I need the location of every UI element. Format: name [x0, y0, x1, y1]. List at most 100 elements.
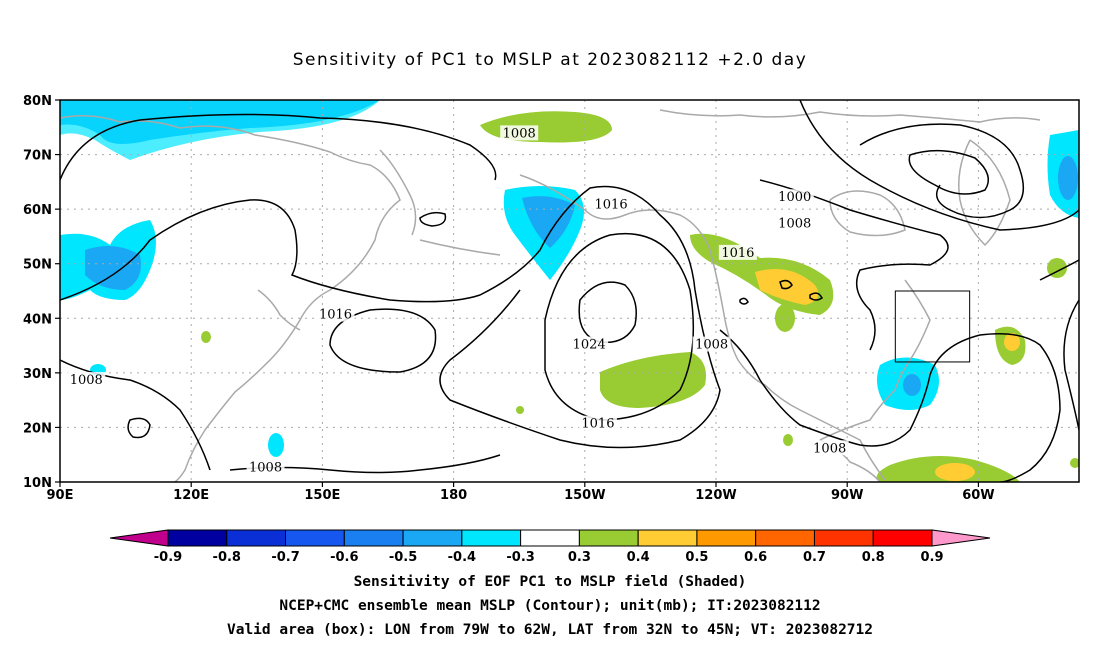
contour-label: 1008	[503, 126, 536, 141]
colorbar-segment	[461, 529, 522, 547]
lat-label: 10N	[23, 476, 52, 491]
lon-label: 150W	[564, 488, 605, 503]
lat-label: 30N	[23, 367, 52, 382]
shade-negative-north-pacific-arctic-rim	[60, 100, 380, 160]
contour-label: 1024	[573, 338, 606, 353]
contour-label-bg	[316, 306, 355, 322]
lat-labels: 80N 70N 60N 50N 40N 30N 20N 10N	[23, 94, 60, 491]
footer-line-2: NCEP+CMC ensemble mean MSLP (Contour); u…	[279, 598, 821, 614]
lat-label: 70N	[23, 149, 52, 164]
coast-japan	[257, 289, 301, 331]
colorbar-arrow-high	[931, 529, 991, 547]
contour-label: 1008	[813, 441, 846, 456]
contour-label-bg	[810, 440, 849, 456]
colorbar-label: -0.5	[389, 550, 417, 565]
footer-line-1: Sensitivity of EOF PC1 to MSLP field (Sh…	[353, 574, 747, 590]
shade-positive-bc	[775, 304, 795, 332]
contour-label-bg	[67, 372, 106, 388]
contour-1008-northeast-low	[859, 123, 1025, 219]
lat-label: 60N	[23, 203, 52, 218]
shade-negative-asia-core	[85, 246, 141, 290]
colorbar-segment	[520, 529, 580, 547]
colorbar-segment	[872, 529, 933, 547]
coast-aleutians	[419, 239, 501, 256]
contour-small-1	[419, 211, 447, 227]
contour-label: 1016	[595, 197, 628, 212]
contour-label: 1016	[581, 417, 614, 432]
grid-lines	[60, 100, 1079, 482]
colorbar-label: 0.9	[920, 550, 943, 565]
colorbar-segment	[637, 529, 698, 547]
contour-small-2	[779, 279, 793, 290]
contour-labels: 1008 1016 1000 1008 1016 1016 1024 1008 1008 1016…	[67, 125, 849, 475]
lon-label: 120E	[173, 488, 209, 503]
colorbar-label: 0.5	[685, 550, 708, 565]
contour-label: 1000	[778, 190, 811, 205]
contour-label: 1016	[721, 246, 754, 261]
contour-1000-low	[908, 149, 990, 195]
contour-label-bg	[578, 415, 617, 431]
contour-1016-north-pacific	[60, 185, 721, 449]
coast-kamchatka	[379, 149, 417, 236]
contour-label-bg	[246, 459, 285, 475]
contour-label: 1016	[319, 308, 352, 323]
colorbar-label: -0.6	[330, 550, 358, 565]
colorbar-label: -0.3	[506, 550, 534, 565]
contour-1024-center	[578, 281, 637, 344]
shade-positive-subtropical-pacific	[600, 352, 706, 408]
colorbar-label: 0.7	[803, 550, 826, 565]
shade-positive-caribbean-core	[935, 463, 975, 481]
coast-siberia	[60, 115, 401, 321]
lat-label: 40N	[23, 312, 52, 327]
contour-1016-subtropic-east	[1063, 299, 1079, 431]
shade-positive-arctic	[480, 111, 612, 143]
shade-positive-atlantic-east-core	[1004, 333, 1020, 351]
colorbar-label: 0.3	[568, 550, 591, 565]
valid-area-box	[894, 290, 971, 363]
footer-line-3: Valid area (box): LON from 79W to 62W, L…	[226, 622, 873, 638]
lat-label: 20N	[23, 421, 52, 436]
colorbar-label: -0.4	[448, 550, 476, 565]
coast-us-east	[819, 279, 931, 441]
lon-labels: 90E 120E 150E 180 150W 120W 90W 60W	[47, 482, 995, 503]
lon-label: 150E	[304, 488, 340, 503]
contour-1008-small-tropics	[127, 417, 151, 439]
shaded-sensitivity	[60, 100, 1079, 482]
colorbar-segment	[167, 529, 228, 547]
mslp-contours	[60, 100, 1079, 482]
contour-label: 1008	[70, 373, 103, 388]
contour-label-bg	[718, 244, 757, 260]
contour-1016-west-high	[329, 308, 437, 373]
contour-label-bg	[592, 196, 631, 212]
colorbar-segment	[402, 529, 463, 547]
shade-negative-atlantic-core	[903, 374, 921, 396]
contour-1016-far-east	[1039, 259, 1079, 281]
shade-positive-western-na-core	[755, 268, 819, 305]
shade-negative-far-east-core	[1058, 156, 1078, 200]
colorbar-label: 0.6	[744, 550, 767, 565]
lon-label: 90E	[47, 488, 74, 503]
map-frame	[59, 99, 1080, 483]
colorbar-label: 0.4	[627, 550, 650, 565]
colorbar-segment	[813, 529, 874, 547]
lon-label: 120W	[695, 488, 736, 503]
contour-label-bg	[570, 336, 609, 352]
colorbar-label: 0.8	[862, 550, 885, 565]
colorbar: -0.9 -0.8 -0.7 -0.6 -0.5 -0.4 -0.3 0.3 0.4 0.5 0.6…	[109, 529, 991, 565]
contour-label-bg	[692, 336, 731, 352]
contour-1008-east-pacific	[719, 329, 1061, 482]
lon-label: 60W	[962, 488, 994, 503]
colorbar-segment	[226, 529, 287, 547]
contour-label: 1008	[778, 216, 811, 231]
shade-positive-small-2	[516, 406, 524, 414]
colorbar-segment	[343, 529, 404, 547]
coast-asia-east	[174, 319, 301, 482]
coast-arctic-na	[659, 109, 1041, 123]
colorbar-segment	[755, 529, 815, 547]
contour-label: 1008	[249, 460, 282, 475]
coast-greenland	[958, 139, 1011, 247]
contour-1008-arctic-east	[799, 100, 1079, 231]
chart-title: Sensitivity of PC1 to MSLP at 2023082112…	[292, 50, 808, 70]
colorbar-label: -0.7	[271, 550, 299, 565]
contour-label-bg	[775, 215, 814, 231]
